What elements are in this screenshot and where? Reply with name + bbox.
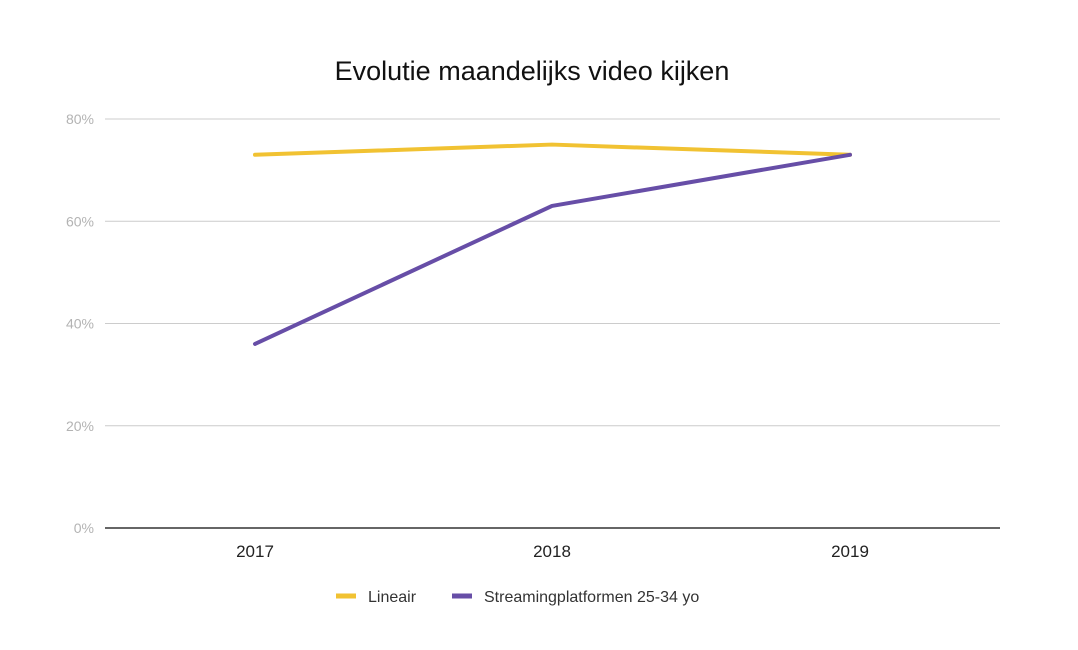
series-lines — [253, 142, 852, 346]
chart-title: Evolutie maandelijks video kijken — [335, 56, 730, 86]
x-tick-label: 2019 — [831, 542, 869, 561]
legend-label: Lineair — [368, 589, 417, 606]
y-axis-ticks: 0% 20% 40% 60% 80% — [66, 111, 94, 536]
data-point — [551, 144, 553, 146]
data-point — [254, 154, 256, 156]
y-tick-label: 20% — [66, 418, 94, 434]
data-point — [849, 154, 851, 156]
x-tick-label: 2017 — [236, 542, 274, 561]
y-tick-label: 80% — [66, 111, 94, 127]
y-tick-label: 0% — [74, 520, 94, 536]
legend: Lineair Streamingplatformen 25-34 yo — [336, 589, 699, 606]
series-line-0 — [253, 142, 852, 157]
data-point — [254, 343, 256, 345]
y-tick-label: 60% — [66, 213, 94, 229]
legend-label: Streamingplatformen 25-34 yo — [484, 589, 699, 606]
data-point — [551, 205, 553, 207]
x-tick-label: 2018 — [533, 542, 571, 561]
gridlines — [105, 118, 1000, 427]
x-axis-ticks: 2017 2018 2019 — [236, 542, 869, 561]
series-line-1 — [253, 152, 852, 346]
y-tick-label: 40% — [66, 316, 94, 332]
